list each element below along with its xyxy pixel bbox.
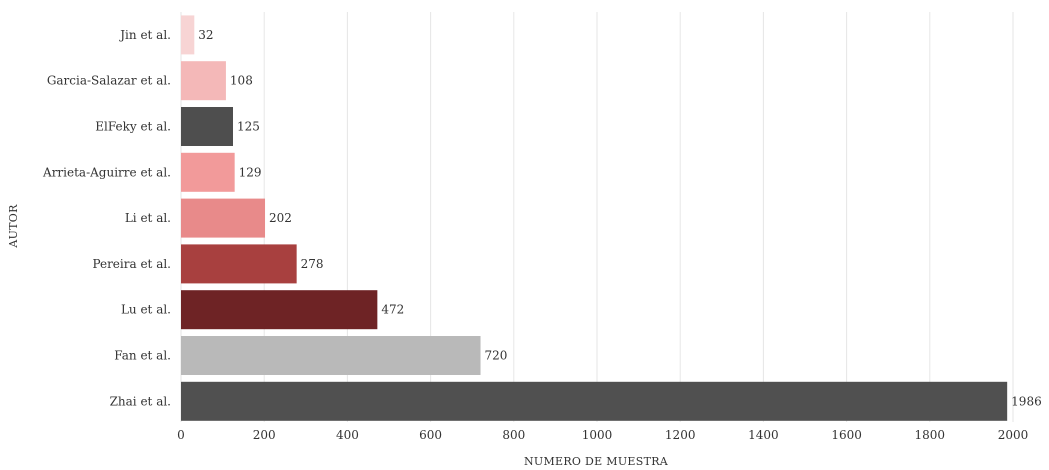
value-label: 278: [301, 257, 324, 271]
category-label: Li et al.: [125, 211, 171, 225]
value-label: 720: [485, 349, 508, 363]
category-label: ElFeky et al.: [95, 120, 171, 134]
x-tick-labels: 0 200 400 600 800 1000 1200 1400 1600 1800 2000: [177, 428, 1028, 442]
x-tick-label: 1000: [582, 428, 613, 442]
value-label: 32: [198, 28, 213, 42]
bars: [181, 15, 1008, 421]
x-tick-label: 1600: [831, 428, 862, 442]
category-label: Pereira et al.: [92, 257, 171, 271]
bar: [181, 336, 481, 375]
category-labels: Jin et al. Garcia-Salazar et al. ElFeky et…: [42, 28, 171, 408]
value-label: 129: [239, 165, 262, 179]
y-axis-title: AUTOR: [7, 204, 20, 249]
x-axis-title: NUMERO DE MUESTRA: [524, 455, 669, 468]
bar: [181, 381, 1008, 421]
bar: [181, 198, 266, 238]
value-labels: 32 108 125 129 202 278 472 720 1986: [198, 28, 1041, 408]
value-label: 202: [269, 211, 292, 225]
gridlines: [180, 12, 1014, 422]
value-label: 472: [381, 303, 404, 317]
category-label: Zhai et al.: [110, 394, 171, 408]
category-label: Fan et al.: [114, 349, 171, 363]
x-tick-label: 1200: [665, 428, 696, 442]
x-tick-label: 1400: [748, 428, 779, 442]
x-tick-label: 1800: [915, 428, 946, 442]
bar: [181, 244, 297, 284]
x-tick-label: 2000: [998, 428, 1029, 442]
value-label: 125: [237, 120, 260, 134]
category-label: Jin et al.: [118, 28, 171, 42]
value-label: 108: [230, 74, 253, 88]
bar: [181, 290, 378, 330]
x-tick-label: 0: [177, 428, 185, 442]
bar: [181, 61, 226, 101]
category-label: Garcia-Salazar et al.: [47, 74, 171, 88]
x-tick-label: 800: [502, 428, 525, 442]
category-label: Lu et al.: [121, 303, 171, 317]
category-label: Arrieta-Aguirre et al.: [42, 165, 171, 179]
bar: [181, 15, 195, 55]
x-tick-label: 400: [336, 428, 359, 442]
x-tick-label: 200: [253, 428, 276, 442]
x-tick-label: 600: [419, 428, 442, 442]
bar: [181, 107, 233, 146]
value-label: 1986: [1011, 394, 1042, 408]
bar: [181, 152, 235, 192]
